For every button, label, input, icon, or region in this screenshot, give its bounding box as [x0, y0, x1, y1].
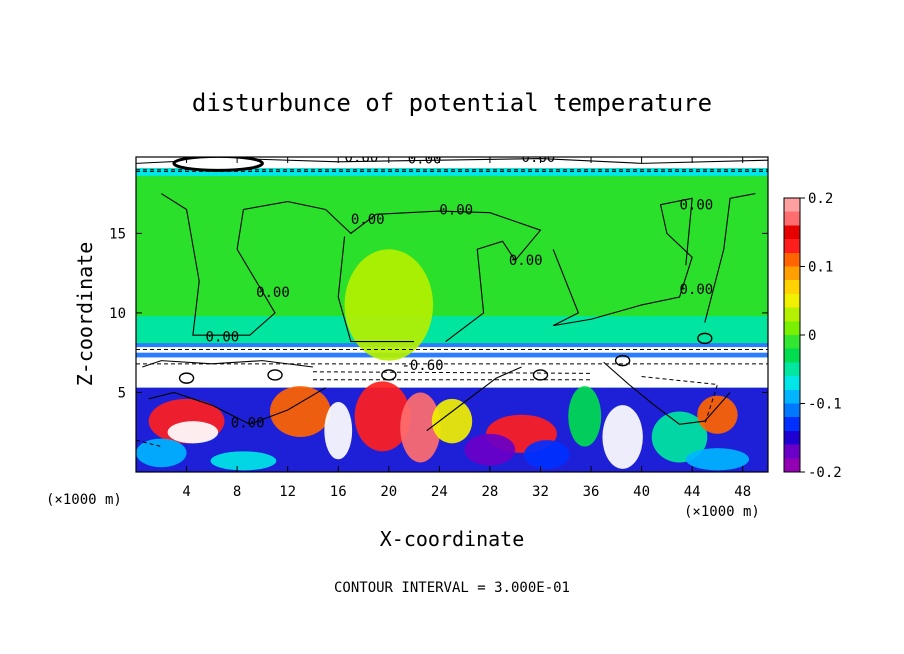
- contour-labels: 0.60 0.60 0.00 0.00 0.00 0.00 0.00 0.00 0.00 0.00…: [206, 150, 714, 431]
- contour-line: [603, 361, 731, 425]
- colorbar-tick-label: 0: [808, 328, 816, 344]
- x-tick-label: 16: [330, 484, 347, 500]
- contour-line: [142, 360, 314, 368]
- field-patch: [210, 451, 277, 471]
- y-tick-label: 10: [109, 306, 126, 322]
- x-tick-label: 20: [380, 484, 397, 500]
- contour-line: [552, 197, 693, 327]
- x-axis-unit: (×1000 m): [684, 504, 760, 520]
- y-tick-label: 15: [109, 226, 126, 242]
- contour-cluster: [697, 332, 713, 345]
- contour-line: [704, 193, 756, 323]
- contour-cluster: [172, 157, 264, 172]
- x-tick-label: 4: [182, 484, 190, 500]
- field-band: [136, 316, 768, 344]
- contour-label: 0.60: [522, 150, 556, 166]
- x-tick-label: 12: [279, 484, 296, 500]
- field-patch: [269, 386, 331, 437]
- field-patches: [136, 157, 768, 472]
- x-axis: 4 8 12 16 20 24 28 32 36 40 44 48: [182, 157, 751, 500]
- contour-label: 0.60: [345, 150, 379, 166]
- colorbar-ticks: 0.2 0.1 0 -0.1 -0.2: [800, 191, 842, 481]
- contour-label: 0.00: [439, 202, 473, 218]
- contour-interval-footer: CONTOUR INTERVAL = 3.000E-01: [334, 580, 570, 596]
- field-patch: [400, 392, 441, 463]
- field-patch: [464, 433, 516, 466]
- field-patch: [136, 438, 187, 468]
- y-axis-unit: (×1000 m): [46, 492, 122, 508]
- field-patch: [344, 249, 434, 361]
- field-patch: [354, 381, 411, 452]
- colorbar: [783, 197, 801, 473]
- contour-line: [337, 236, 415, 343]
- colorbar-tick-label: 0.1: [808, 260, 833, 276]
- field-plot: 0.60 0.60 0.00 0.00 0.00 0.00 0.00 0.00 0.00 0.00…: [136, 150, 768, 472]
- colorbar-tick-label: 0.2: [808, 191, 833, 207]
- x-tick-label: 44: [684, 484, 701, 500]
- contour-line: [148, 387, 326, 425]
- contour-line: [160, 193, 542, 342]
- field-band: [136, 168, 768, 177]
- y-axis-title: Z-coordinate: [73, 242, 97, 387]
- contour-cluster: [381, 369, 397, 381]
- field-patch: [324, 402, 353, 460]
- x-tick-label: 8: [233, 484, 241, 500]
- contour-label: 0.00: [256, 285, 290, 301]
- contour-label: -0.60: [401, 358, 443, 374]
- field-patch: [568, 386, 602, 447]
- field-patch: [697, 395, 738, 434]
- field-patch: [602, 405, 643, 469]
- x-tick-label: 40: [633, 484, 650, 500]
- x-tick-label: 28: [481, 484, 498, 500]
- contour-cluster: [532, 369, 549, 381]
- contour-lines: [136, 157, 768, 448]
- contour-label: 0.00: [680, 282, 714, 298]
- contour-label: 0.00: [231, 415, 265, 431]
- contour-cluster: [178, 372, 195, 384]
- x-axis-title: X-coordinate: [380, 527, 525, 551]
- contour-label: 0.00: [680, 198, 714, 214]
- contour-cluster: [614, 354, 631, 367]
- chart-title: disturbunce of potential temperature: [192, 89, 712, 117]
- colorbar-tick-label: -0.2: [808, 465, 842, 481]
- contour-line-negative: [312, 371, 592, 374]
- contour-line: [426, 366, 522, 432]
- x-tick-label: 36: [583, 484, 600, 500]
- contour-line-negative: [136, 439, 162, 448]
- field-patch: [685, 448, 750, 471]
- y-axis: 5 10 15: [109, 226, 768, 401]
- field-patch: [167, 421, 219, 444]
- field-patch: [651, 411, 708, 463]
- y-tick-label: 5: [118, 385, 126, 401]
- contour-label: 0.00: [206, 330, 240, 346]
- x-tick-label: 48: [734, 484, 751, 500]
- plot-frame: [135, 156, 769, 473]
- field-patch: [431, 398, 473, 444]
- field-patch: [524, 440, 570, 469]
- contour-label: 0.00: [351, 212, 385, 228]
- x-tick-label: 32: [532, 484, 549, 500]
- x-tick-label: 24: [431, 484, 448, 500]
- field-band: [136, 157, 768, 169]
- contour-cluster: [267, 369, 283, 381]
- contour-label: 0.00: [408, 151, 442, 167]
- colorbar-tick-label: -0.1: [808, 397, 842, 413]
- contour-label: 0.00: [509, 253, 543, 269]
- field-band: [136, 357, 768, 388]
